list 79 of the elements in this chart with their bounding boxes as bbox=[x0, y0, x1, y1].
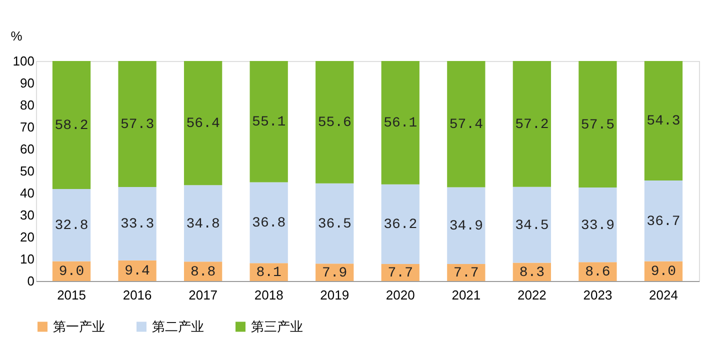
bar bbox=[316, 61, 354, 184]
x-tick-label: 2024 bbox=[649, 288, 678, 302]
bar bbox=[316, 183, 354, 264]
bar bbox=[52, 189, 91, 262]
data-label: 56.4 bbox=[186, 116, 220, 132]
data-label: 33.3 bbox=[120, 216, 154, 233]
data-label: 57.4 bbox=[449, 117, 483, 134]
bar bbox=[512, 61, 552, 187]
bar bbox=[381, 264, 420, 281]
data-label: 57.5 bbox=[580, 117, 615, 134]
bar bbox=[447, 187, 486, 264]
bar bbox=[118, 187, 156, 260]
data-label: 57.3 bbox=[120, 117, 154, 134]
data-label: 9.4 bbox=[124, 264, 150, 280]
data-label: 7.7 bbox=[388, 266, 413, 282]
data-label: 58.2 bbox=[54, 118, 88, 134]
data-label: 36.2 bbox=[384, 217, 418, 234]
bar bbox=[447, 61, 486, 188]
data-label: 56.1 bbox=[384, 116, 418, 132]
y-tick-label: 10 bbox=[20, 252, 34, 266]
legend-label: 第三产业 bbox=[251, 318, 303, 334]
legend-label: 第二产业 bbox=[152, 318, 204, 334]
x-tick-label: 2018 bbox=[254, 288, 284, 302]
x-tick-label: 2020 bbox=[386, 288, 415, 302]
bar bbox=[644, 180, 683, 262]
data-label: 7.9 bbox=[322, 265, 348, 282]
bar bbox=[381, 61, 420, 184]
bar bbox=[184, 185, 222, 262]
data-label: 36.8 bbox=[252, 216, 286, 232]
y-axis-title: % bbox=[10, 28, 23, 44]
y-tick-label: 0 bbox=[27, 274, 34, 288]
y-tick-label: 90 bbox=[20, 76, 34, 90]
x-tick-label: 2019 bbox=[320, 288, 350, 302]
bar bbox=[512, 186, 552, 263]
data-label: 36.7 bbox=[646, 214, 680, 230]
y-tick-label: 20 bbox=[20, 230, 34, 244]
data-label: 57.2 bbox=[515, 116, 549, 133]
y-tick-label: 30 bbox=[20, 208, 34, 222]
data-label: 7.7 bbox=[454, 266, 479, 282]
data-label: 33.9 bbox=[580, 218, 615, 234]
data-label: 8.6 bbox=[585, 264, 610, 281]
y-tick-label: 50 bbox=[20, 164, 34, 178]
y-tick-label: 80 bbox=[20, 98, 34, 112]
y-tick-label: 100 bbox=[12, 54, 34, 68]
data-label: 8.1 bbox=[256, 265, 282, 282]
legend-label: 第一产业 bbox=[53, 318, 105, 334]
data-label: 8.3 bbox=[519, 264, 545, 281]
data-label: 36.5 bbox=[318, 216, 352, 232]
x-tick-label: 2022 bbox=[517, 288, 546, 302]
bar bbox=[578, 188, 617, 262]
x-tick-label: 2017 bbox=[188, 288, 218, 302]
x-tick-label: 2021 bbox=[452, 288, 481, 302]
data-label: 32.8 bbox=[54, 218, 88, 234]
x-tick-label: 2023 bbox=[583, 288, 612, 302]
bar bbox=[381, 184, 420, 264]
bar bbox=[184, 61, 222, 186]
bar bbox=[250, 182, 288, 264]
bar bbox=[52, 61, 91, 190]
data-label: 34.5 bbox=[515, 218, 549, 234]
data-label: 34.9 bbox=[449, 218, 483, 235]
bar bbox=[578, 61, 617, 188]
data-label: 8.8 bbox=[190, 264, 216, 280]
data-label: 55.1 bbox=[252, 114, 286, 131]
y-tick-label: 70 bbox=[20, 120, 34, 134]
data-label: 34.8 bbox=[186, 216, 220, 232]
data-label: 9.0 bbox=[58, 264, 84, 280]
bar bbox=[250, 61, 288, 182]
data-label: 55.6 bbox=[318, 115, 352, 132]
bar bbox=[118, 260, 156, 281]
bar bbox=[118, 61, 156, 188]
data-label: 9.0 bbox=[650, 264, 676, 280]
y-tick-label: 60 bbox=[20, 142, 34, 156]
y-tick-label: 40 bbox=[20, 186, 34, 200]
bar bbox=[644, 61, 683, 180]
data-label: 54.3 bbox=[646, 114, 680, 130]
x-tick-label: 2015 bbox=[57, 288, 86, 302]
bar bbox=[447, 264, 486, 281]
bar bbox=[250, 263, 288, 281]
x-tick-label: 2016 bbox=[122, 288, 152, 302]
